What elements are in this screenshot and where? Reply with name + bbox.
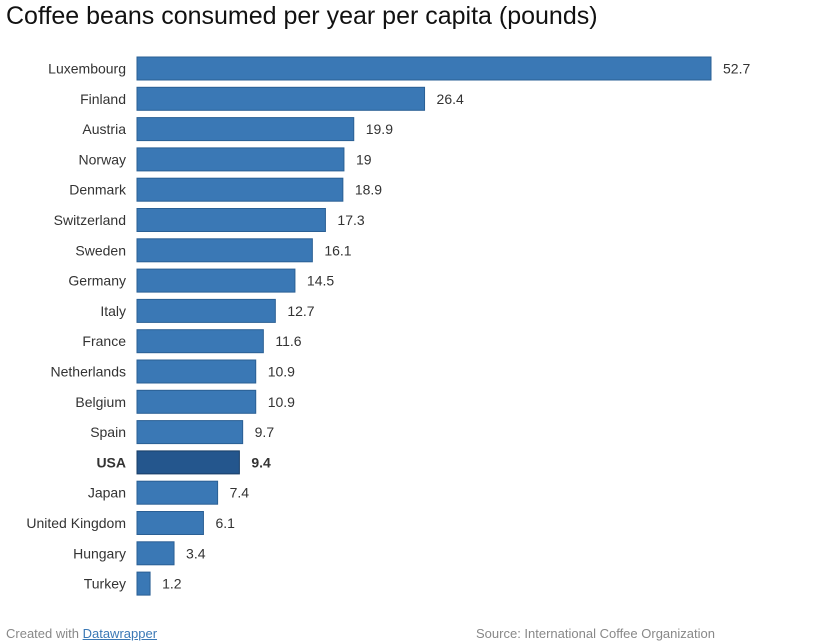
category-label-spain: Spain — [90, 424, 126, 440]
category-label-united-kingdom: United Kingdom — [26, 515, 126, 531]
value-label-germany: 14.5 — [307, 273, 334, 289]
category-label-netherlands: Netherlands — [51, 364, 127, 380]
bar-germany — [136, 268, 296, 293]
category-label-sweden: Sweden — [75, 242, 126, 258]
category-label-germany: Germany — [68, 273, 126, 289]
bar-france — [136, 329, 264, 354]
bar-spain — [136, 420, 244, 445]
value-label-hungary: 3.4 — [186, 545, 206, 561]
value-label-japan: 7.4 — [230, 485, 250, 501]
source-text: Source: International Coffee Organizatio… — [476, 626, 715, 641]
category-label-norway: Norway — [79, 151, 126, 167]
bar-italy — [136, 298, 276, 323]
category-label-italy: Italy — [100, 303, 126, 319]
bar-switzerland — [136, 208, 326, 232]
bar-austria — [136, 117, 355, 142]
value-label-spain: 9.7 — [255, 424, 275, 440]
bar-netherlands — [136, 359, 257, 384]
bar-norway — [136, 147, 345, 172]
category-label-switzerland: Switzerland — [54, 212, 126, 228]
category-label-belgium: Belgium — [75, 394, 126, 410]
value-label-france: 11.6 — [275, 333, 301, 349]
bar-luxembourg — [136, 56, 712, 81]
category-label-france: France — [82, 333, 126, 349]
value-label-denmark: 18.9 — [355, 182, 382, 198]
credit-prefix: Created with — [6, 626, 83, 641]
bar-belgium — [136, 389, 257, 414]
datawrapper-link[interactable]: Datawrapper — [82, 626, 158, 641]
bar-united-kingdom — [136, 511, 204, 535]
value-label-belgium: 10.9 — [268, 394, 295, 410]
category-label-usa: USA — [96, 454, 126, 470]
value-label-usa: 9.4 — [251, 454, 271, 470]
bar-denmark — [136, 177, 344, 202]
bar-finland — [136, 86, 426, 111]
bar-turkey — [136, 571, 151, 596]
value-label-turkey: 1.2 — [162, 576, 182, 592]
category-label-hungary: Hungary — [73, 545, 126, 561]
category-label-turkey: Turkey — [84, 576, 126, 592]
value-label-sweden: 16.1 — [324, 242, 351, 258]
bar-chart: Luxembourg 52.7 Finland 26.4 Austria 19.9 Norw… — [26, 56, 750, 596]
credit-text: Created with Datawrapper — [6, 626, 157, 641]
bar-hungary — [136, 541, 175, 566]
value-label-finland: 26.4 — [437, 91, 464, 107]
category-label-denmark: Denmark — [69, 182, 127, 198]
value-label-netherlands: 10.9 — [268, 364, 295, 380]
value-label-italy: 12.7 — [287, 303, 314, 319]
value-label-austria: 19.9 — [366, 121, 393, 137]
chart-title: Coffee beans consumed per year per capit… — [6, 2, 598, 30]
bar-usa — [136, 450, 240, 475]
category-label-austria: Austria — [82, 121, 126, 137]
value-label-norway: 19 — [356, 151, 372, 167]
value-label-united-kingdom: 6.1 — [215, 515, 235, 531]
value-label-switzerland: 17.3 — [337, 212, 364, 228]
category-label-japan: Japan — [88, 485, 126, 501]
value-label-luxembourg: 52.7 — [723, 61, 750, 77]
bar-sweden — [136, 238, 313, 263]
bar-japan — [136, 480, 219, 505]
category-label-finland: Finland — [80, 91, 126, 107]
category-label-luxembourg: Luxembourg — [48, 61, 126, 77]
